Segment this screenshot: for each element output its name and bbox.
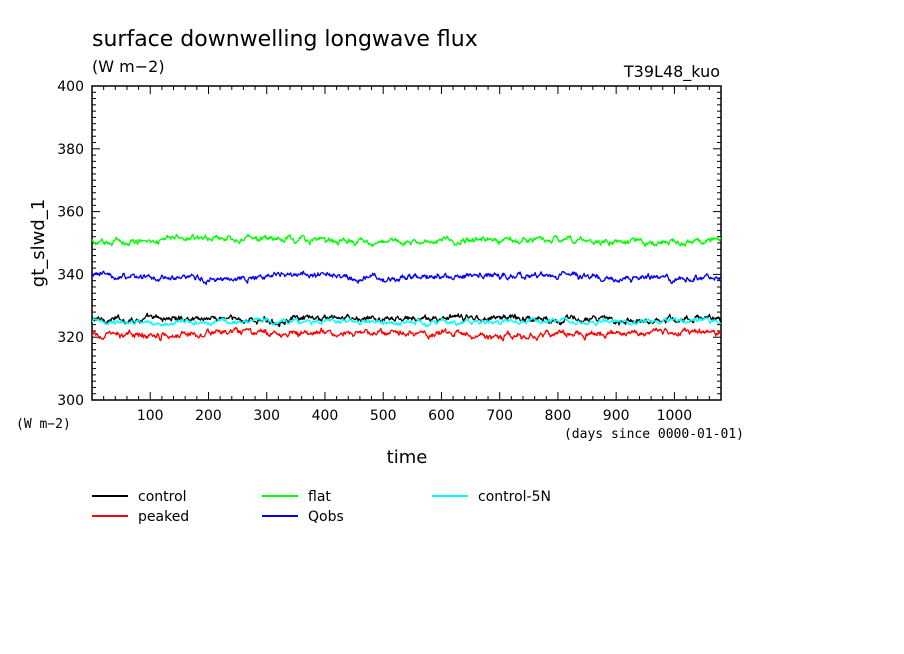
x-tick-label: 200: [195, 408, 222, 424]
x-tick-label: 1000: [657, 408, 693, 424]
x-tick-label: 800: [545, 408, 572, 424]
chart-units: (W m−2): [92, 57, 165, 76]
legend-label-control-5n: control-5N: [478, 489, 551, 505]
y-tick-label: 300: [57, 393, 84, 409]
legend-label-control: control: [138, 489, 187, 505]
x-tick-label: 700: [486, 408, 513, 424]
y-tick-label: 360: [57, 205, 84, 221]
chart-title: surface downwelling longwave flux: [92, 27, 478, 52]
series-line-control-5n: [92, 316, 721, 328]
legend-label-flat: flat: [308, 489, 331, 505]
x-tick-label: 400: [312, 408, 339, 424]
x-tick-label: 600: [428, 408, 455, 424]
axis-ticks: [92, 86, 722, 400]
series-lines: [92, 233, 721, 342]
x-tick-labels: 100 200 300 400 500 600 700 800 900 1000: [137, 408, 692, 424]
y-tick-label: 400: [57, 79, 84, 95]
y-tick-label: 340: [57, 267, 84, 283]
experiment-label: T39L48_kuo: [623, 62, 720, 82]
y-tick-labels: 300 320 340 360 380 400: [57, 79, 84, 409]
x-tick-label: 100: [137, 408, 164, 424]
legend-label-qobs: Qobs: [308, 509, 344, 525]
y-axis-title: gt_slwd_1: [28, 199, 49, 287]
legend: control peaked flat Qobs control-5N: [92, 489, 551, 525]
legend-label-peaked: peaked: [138, 509, 189, 525]
y-tick-label: 320: [57, 330, 84, 346]
series-line-control: [92, 312, 721, 328]
series-line-peaked: [92, 326, 721, 342]
series-line-qobs: [92, 270, 721, 286]
x-axis-title: time: [387, 447, 428, 468]
x-tick-label: 900: [603, 408, 630, 424]
x-tick-label: 300: [253, 408, 280, 424]
y-units-label: (W m−2): [16, 417, 71, 432]
x-units-label: (days since 0000-01-01): [564, 427, 744, 442]
x-tick-label: 500: [370, 408, 397, 424]
y-tick-label: 380: [57, 142, 84, 158]
series-line-flat: [92, 233, 721, 248]
